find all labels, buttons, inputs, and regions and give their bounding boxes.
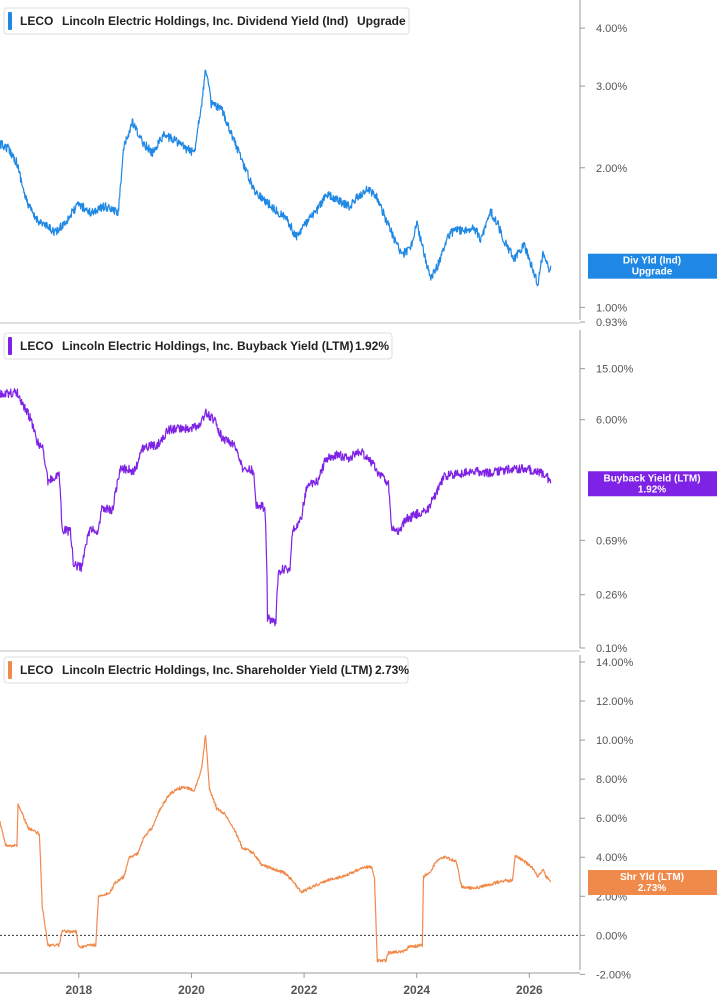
- series-line-dividend: [0, 69, 552, 287]
- value-badge: Div Yld (Ind)Upgrade: [588, 253, 717, 279]
- legend-company: Lincoln Electric Holdings, Inc.: [62, 14, 233, 28]
- x-tick-label: 2024: [403, 983, 430, 997]
- value-badge-line2: 2.73%: [638, 883, 666, 894]
- y-tick-label: 0.26%: [596, 590, 627, 602]
- panel-1: 4.00% 3.00% 2.00% 1.00% 0.93% LECO Lincoln Ele…: [0, 0, 717, 329]
- legend-box: LECO Lincoln Electric Holdings, Inc. Buyba…: [3, 332, 393, 360]
- legend-ticker: LECO: [20, 663, 53, 677]
- y-tick-label: 0.00%: [596, 930, 627, 942]
- legend-frame: [3, 332, 393, 360]
- panels: 4.00% 3.00% 2.00% 1.00% 0.93% LECO Lincoln Ele…: [0, 0, 717, 981]
- series-line-buyback: [0, 388, 552, 627]
- legend-ticker: LECO: [20, 14, 53, 28]
- y-tick-label: 3.00%: [596, 81, 627, 93]
- y-tick-label: 12.00%: [596, 696, 634, 708]
- legend-value: Upgrade: [357, 14, 406, 28]
- x-tick-label: 2026: [516, 983, 543, 997]
- series-line-shareholder: [0, 735, 552, 963]
- value-badge-line1: Div Yld (Ind): [623, 256, 681, 267]
- value-badge-line2: 1.92%: [638, 484, 666, 495]
- panel-3: 14.00%12.00%10.00%8.00%6.00%4.00%2.00%0.…: [0, 655, 717, 981]
- value-badge-bg: [588, 471, 717, 497]
- y-tick-label: 6.00%: [596, 813, 627, 825]
- value-badge-line1: Shr Yld (LTM): [620, 872, 684, 883]
- y-tick-label: 8.00%: [596, 774, 627, 786]
- y-tick-label: -2.00%: [596, 969, 631, 981]
- legend-company: Lincoln Electric Holdings, Inc.: [62, 339, 233, 353]
- y-tick-label: 6.00%: [596, 415, 627, 427]
- value-badge-line2: Upgrade: [632, 267, 673, 278]
- value-badge: Buyback Yield (LTM)1.92%: [588, 471, 717, 497]
- legend-value: 2.73%: [375, 663, 409, 677]
- x-tick-label: 2022: [291, 983, 318, 997]
- legend-swatch: [8, 12, 12, 30]
- legend-frame: [3, 656, 409, 684]
- panel-2: 15.00% 6.00% 0.69% 0.26% 0.10% LECO Lincoln El…: [0, 330, 717, 655]
- legend-box: LECO Lincoln Electric Holdings, Inc. Share…: [3, 656, 409, 684]
- legend-value: 1.92%: [355, 339, 389, 353]
- legend-company: Lincoln Electric Holdings, Inc.: [62, 663, 233, 677]
- legend-ticker: LECO: [20, 339, 53, 353]
- value-badge-line1: Buyback Yield (LTM): [603, 473, 700, 484]
- legend-swatch: [8, 337, 12, 355]
- y-tick-label: 10.00%: [596, 735, 634, 747]
- y-tick-label: 14.00%: [596, 657, 634, 669]
- x-tick-label: 2018: [65, 983, 92, 997]
- legend-box: LECO Lincoln Electric Holdings, Inc. Divid…: [3, 7, 410, 35]
- y-tick-label: 0.10%: [596, 643, 627, 655]
- legend-metric: Buyback Yield (LTM): [237, 339, 353, 353]
- y-tick-label: 0.93%: [596, 317, 627, 329]
- y-tick-label: 0.69%: [596, 535, 627, 547]
- y-tick-label: 15.00%: [596, 364, 634, 376]
- legend-swatch: [8, 661, 12, 679]
- y-tick-label: 4.00%: [596, 23, 627, 35]
- legend-metric: Dividend Yield (Ind): [237, 14, 348, 28]
- y-tick-label: 4.00%: [596, 852, 627, 864]
- y-tick-label: 2.00%: [596, 163, 627, 175]
- value-badge: Shr Yld (LTM)2.73%: [588, 870, 717, 896]
- x-axis: 2018 2020 2022 2024 2026: [0, 972, 580, 997]
- y-tick-label: 1.00%: [596, 302, 627, 314]
- x-tick-label: 2020: [178, 983, 205, 997]
- legend-metric: Shareholder Yield (LTM): [236, 663, 372, 677]
- legend-frame: [3, 7, 410, 35]
- value-badge-bg: [588, 870, 717, 896]
- value-badge-bg: [588, 253, 717, 279]
